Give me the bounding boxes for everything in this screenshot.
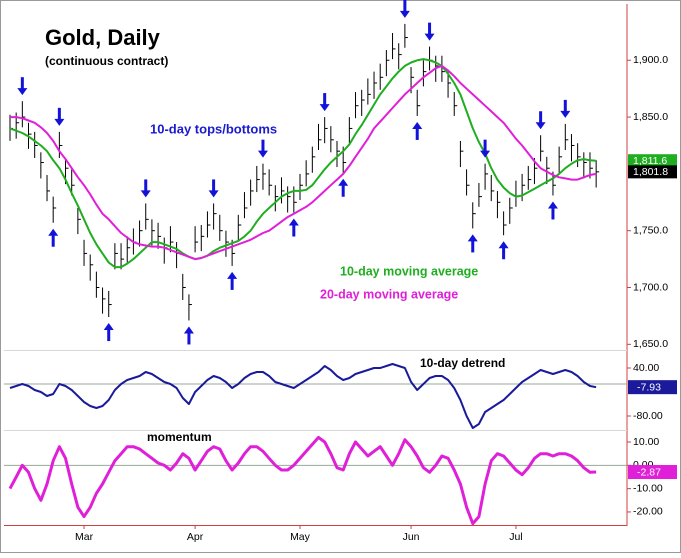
- x-tick-label: Jul: [509, 531, 522, 543]
- y-tick-label: -20.00: [633, 506, 663, 518]
- series-line: [8, 435, 597, 526]
- last-value-label: -2.87: [637, 466, 661, 478]
- arrow-head: [183, 326, 194, 334]
- chart-title: Gold, Daily: [45, 25, 161, 50]
- y-tick-label: -10.00: [633, 482, 663, 494]
- y-tick-label: 1,700.0: [633, 281, 668, 293]
- chart-subtitle: (continuous contract): [45, 54, 168, 68]
- price-tag-label: 1,801.8: [633, 166, 668, 178]
- legend-label: 10-day moving average: [340, 264, 478, 278]
- x-tick-label: May: [290, 531, 311, 543]
- arrow-head: [227, 271, 238, 279]
- last-value-box: [628, 380, 677, 395]
- series-line: [9, 363, 597, 429]
- panel-title: momentum: [147, 430, 212, 444]
- arrow-head: [480, 150, 491, 158]
- y-tick-label: -80.00: [633, 410, 663, 422]
- arrow-head: [535, 122, 546, 130]
- y-tick-label: 1,650.0: [633, 338, 668, 350]
- legend-label: 20-day moving average: [320, 287, 458, 301]
- arrow-head: [319, 104, 330, 112]
- arrow-head: [17, 88, 28, 96]
- y-tick-label: 1,750.0: [633, 224, 668, 236]
- y-tick-label: 40.00: [633, 362, 659, 374]
- last-value-label: -7.93: [637, 381, 661, 393]
- panel-title: 10-day detrend: [420, 356, 505, 370]
- arrow-head: [338, 178, 349, 186]
- arrow-head: [140, 190, 151, 198]
- x-tick-label: Apr: [187, 531, 204, 543]
- arrow-head: [48, 228, 59, 236]
- arrow-head: [412, 121, 423, 129]
- x-tick-label: Jun: [403, 531, 420, 543]
- price-tag: [628, 154, 677, 168]
- arrow-head: [560, 110, 571, 118]
- y-tick-label: 1,900.0: [633, 54, 668, 66]
- arrow-head: [547, 201, 558, 209]
- y-tick-label: 1,850.0: [633, 111, 668, 123]
- series-line: [10, 64, 597, 261]
- last-value-box: [628, 465, 677, 480]
- arrow-head: [498, 241, 509, 249]
- arrow-head: [208, 190, 219, 198]
- x-tick-label: Mar: [75, 531, 94, 543]
- arrow-head: [103, 323, 114, 331]
- y-tick-label: 10.00: [633, 436, 659, 448]
- arrow-head: [288, 218, 299, 226]
- arrow-head: [257, 150, 268, 158]
- arrow-head: [399, 10, 410, 18]
- price-tag-label: 1,811.6: [633, 155, 667, 167]
- series-line: [9, 58, 597, 269]
- arrow-head: [424, 33, 435, 41]
- price-tag: [628, 165, 677, 179]
- arrow-head: [54, 118, 65, 126]
- annotation: 10-day tops/bottoms: [150, 121, 277, 136]
- arrow-head: [467, 234, 478, 242]
